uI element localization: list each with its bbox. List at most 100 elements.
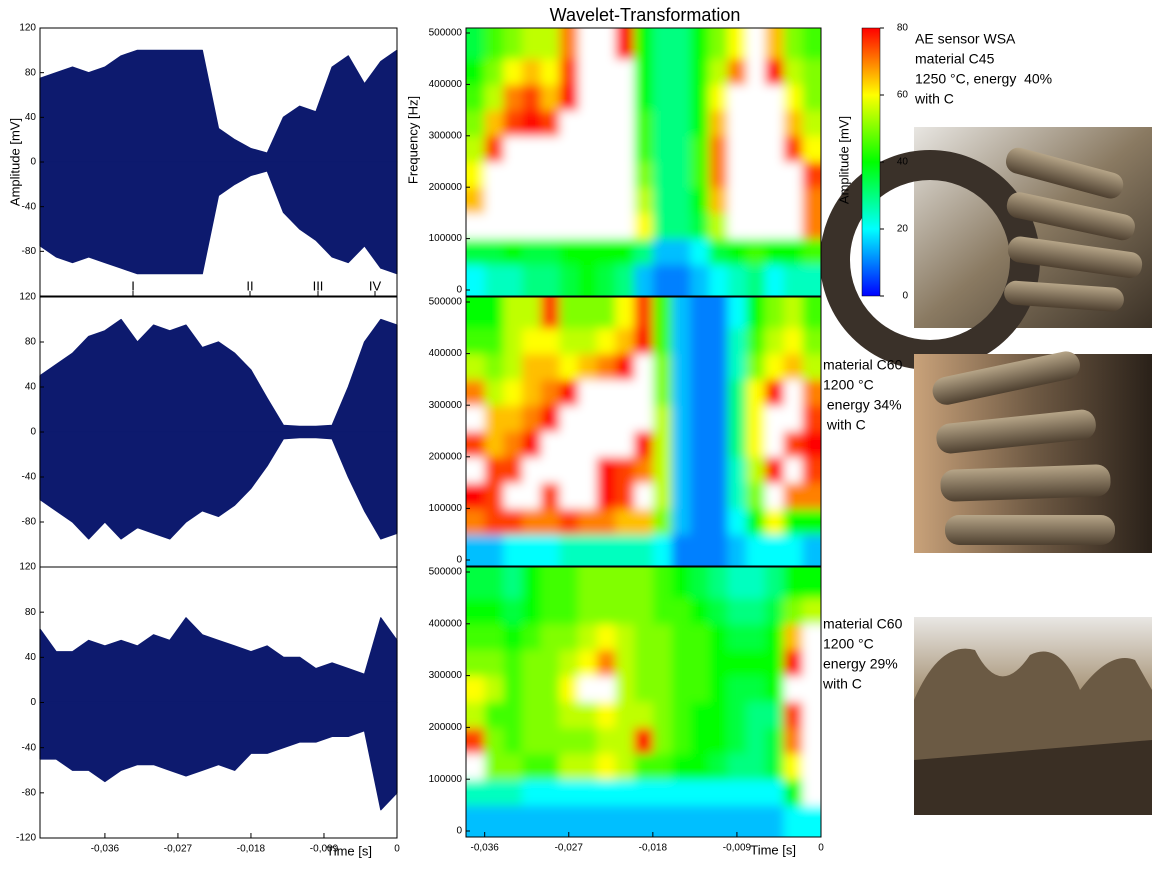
heatmap-cell — [746, 328, 765, 354]
heatmap-cell — [728, 239, 747, 265]
heatmap-cell — [709, 676, 728, 703]
heatmap-cell — [634, 702, 653, 729]
heatmap-cell — [615, 136, 634, 162]
heatmap-cell — [765, 379, 784, 405]
heatmap-cell — [746, 379, 765, 405]
heatmap-cell — [559, 702, 578, 729]
heatmap-cell — [672, 354, 691, 380]
heatmap-cell — [522, 727, 541, 754]
heatmap-cell — [709, 328, 728, 354]
y-axis-label: Frequency [Hz] — [405, 96, 420, 184]
heatmap-cell — [615, 239, 634, 265]
heatmap-cell — [522, 457, 541, 483]
heatmap-cell — [784, 483, 803, 509]
heatmap-cell — [690, 405, 709, 431]
heatmap-cell — [746, 7, 765, 59]
heatmap-cell — [615, 483, 634, 509]
heatmap-cell — [765, 431, 784, 457]
colorbar-tick-label: 20 — [897, 224, 909, 235]
heatmap-cell — [728, 328, 747, 354]
heatmap-cell — [690, 379, 709, 405]
heatmap-cell — [559, 239, 578, 265]
heatmap-cell — [634, 110, 653, 136]
x-axis-label: Time [s] — [750, 842, 796, 857]
heatmap-cell — [503, 328, 522, 354]
heatmap-cell — [672, 805, 691, 857]
heatmap-cell — [485, 431, 504, 457]
heatmap-cell — [559, 187, 578, 213]
heatmap-cell — [672, 405, 691, 431]
heatmap-cell — [615, 805, 634, 857]
heatmap-cell — [690, 110, 709, 136]
heatmap-cell — [690, 187, 709, 213]
heatmap-cell — [784, 702, 803, 729]
heatmap-cell — [503, 779, 522, 806]
heatmap-cell — [578, 650, 597, 677]
heatmap-cell — [765, 59, 784, 85]
y-tick-label: 200000 — [429, 451, 463, 462]
heatmap-cell — [522, 405, 541, 431]
heatmap-cell — [578, 779, 597, 806]
heatmap-cell — [690, 483, 709, 509]
heatmap-cell — [541, 59, 560, 85]
heatmap-cell — [690, 136, 709, 162]
heatmap-cell — [728, 702, 747, 729]
heatmap-cell — [746, 239, 765, 265]
heatmap-cell — [746, 136, 765, 162]
heatmap-cell — [559, 379, 578, 405]
heatmap-cell — [615, 84, 634, 110]
heatmap-cell — [784, 624, 803, 651]
heatmap-cell — [503, 676, 522, 703]
heatmap-cell — [503, 84, 522, 110]
heatmap-cell — [522, 136, 541, 162]
phase-label: III — [313, 278, 324, 293]
heatmap-cell — [690, 239, 709, 265]
heatmap-cell — [615, 676, 634, 703]
heatmap-cell — [485, 598, 504, 625]
heatmap-cell — [503, 508, 522, 534]
heatmap-cell — [503, 727, 522, 754]
heatmap-cell — [690, 598, 709, 625]
x-tick-label: 0 — [394, 844, 400, 855]
heatmap-cell — [653, 676, 672, 703]
signal-envelope — [40, 703, 397, 810]
y-tick-label: 40 — [25, 652, 37, 663]
x-tick-label: -0,018 — [237, 844, 266, 855]
heatmap-cell — [485, 779, 504, 806]
heatmap-cell — [578, 405, 597, 431]
heatmap-cell — [615, 753, 634, 780]
heatmap-cell — [578, 508, 597, 534]
heatmap-cell — [578, 457, 597, 483]
heatmap-cell — [615, 702, 634, 729]
heatmap-cell — [765, 624, 784, 651]
heatmap-cell — [765, 508, 784, 534]
heatmap-cell — [615, 187, 634, 213]
photo-gear-3 — [914, 617, 1152, 815]
heatmap-cell — [672, 379, 691, 405]
heatmap-cell — [728, 162, 747, 188]
heatmap-cell — [672, 328, 691, 354]
heatmap-cell — [690, 779, 709, 806]
y-tick-label: 80 — [25, 67, 37, 78]
heatmap-cell — [709, 239, 728, 265]
heatmap-cell — [634, 624, 653, 651]
heatmap-cell — [672, 136, 691, 162]
annotation: material C60 — [823, 357, 903, 373]
heatmap-cell — [690, 457, 709, 483]
heatmap-cell — [578, 59, 597, 85]
heatmap-cell — [672, 213, 691, 239]
heatmap-cell — [597, 753, 616, 780]
heatmap-cell — [690, 213, 709, 239]
heatmap-cell — [709, 508, 728, 534]
heatmap-cell — [690, 624, 709, 651]
heatmap-cell — [597, 405, 616, 431]
heatmap-cell — [634, 431, 653, 457]
heatmap-cell — [485, 702, 504, 729]
heatmap-cell — [765, 354, 784, 380]
annotation: material C60 — [823, 616, 903, 632]
heatmap-cell — [634, 753, 653, 780]
signal-envelope — [40, 320, 397, 433]
heatmap-cell — [765, 598, 784, 625]
x-tick-label: -0,027 — [555, 843, 584, 854]
heatmap-cell — [559, 676, 578, 703]
